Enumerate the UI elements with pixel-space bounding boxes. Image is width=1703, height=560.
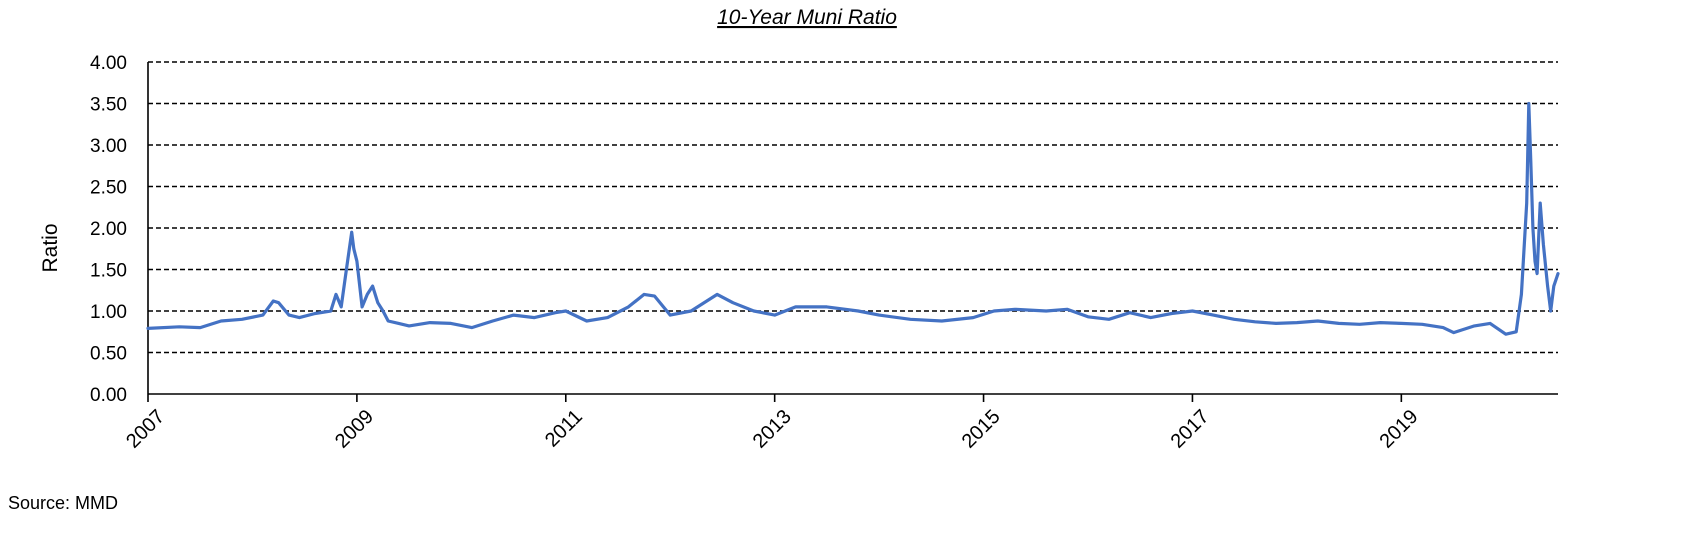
- x-tick-label: 2007: [122, 406, 169, 453]
- y-tick-label: 3.00: [90, 136, 127, 157]
- y-tick-label: 1.50: [90, 261, 127, 282]
- x-tick-label: 2011: [541, 406, 587, 452]
- x-tick-label: 2015: [958, 406, 1005, 453]
- y-axis-ticks: 0.00 0.50 1.00 1.50 2.00 2.50 3.00 3.50 4.00: [90, 53, 127, 406]
- y-tick-label: 2.00: [90, 219, 127, 240]
- x-tick-label: 2017: [1167, 406, 1214, 453]
- x-tick-label: 2013: [749, 406, 796, 453]
- y-tick-label: 2.50: [90, 178, 127, 199]
- series-line-muni-ratio: [146, 101, 1560, 336]
- source-note: Source: MMD: [8, 493, 118, 513]
- x-tick-label: 2009: [331, 406, 378, 453]
- y-tick-label: 0.00: [90, 385, 127, 406]
- y-tick-label: 3.50: [90, 95, 127, 116]
- x-tick-label: 2019: [1375, 406, 1422, 453]
- x-axis-ticks: 2007 2009 2011 2013 2015 2017 2019: [122, 394, 1422, 453]
- y-axis-label: Ratio: [39, 223, 62, 272]
- chart-title: 10-Year Muni Ratio: [717, 6, 897, 29]
- y-tick-label: 1.00: [90, 302, 127, 323]
- y-tick-label: 4.00: [90, 53, 127, 74]
- y-tick-label: 0.50: [90, 344, 127, 365]
